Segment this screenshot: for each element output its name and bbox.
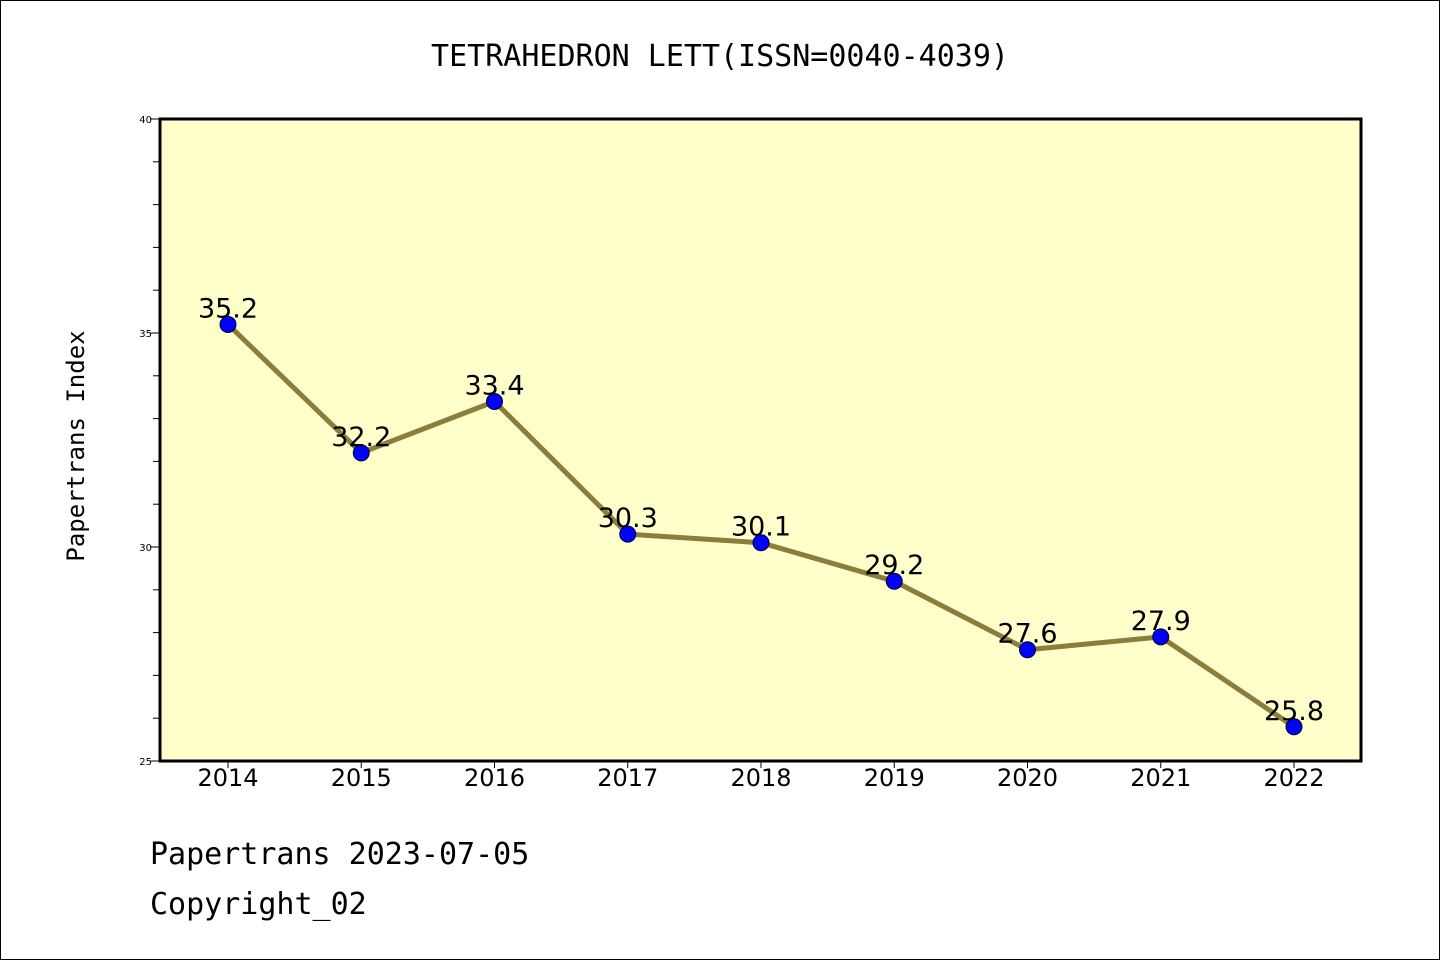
data-label-2020: 27.6: [997, 619, 1057, 650]
footer-copyright-line: Copyright_02: [150, 887, 367, 922]
y-tick-label: 25: [139, 757, 152, 768]
y-axis-ticks: 25 30 35 40: [139, 115, 160, 768]
y-axis-label: Papertrans Index: [62, 330, 90, 561]
x-tick-label: 2019: [864, 764, 925, 792]
data-point-2018: [752, 534, 770, 552]
data-point-2014: [219, 315, 237, 333]
data-point-2019: [885, 572, 903, 590]
x-tick-label: 2016: [464, 764, 525, 792]
data-label-2015: 32.2: [331, 422, 391, 453]
y-tick-label: 30: [139, 543, 152, 554]
data-point-2020: [1019, 641, 1036, 659]
data-point-2021: [1152, 628, 1170, 646]
x-tick-label: 2020: [997, 764, 1058, 792]
data-label-2019: 29.2: [864, 550, 924, 581]
x-tick-label: 2022: [1263, 764, 1324, 792]
data-label-2017: 30.3: [598, 503, 658, 534]
data-label-2016: 33.4: [464, 370, 524, 401]
footer-date-line: Papertrans 2023-07-05: [150, 837, 529, 872]
data-point-2017: [619, 525, 637, 543]
plot-area: [158, 117, 1363, 763]
data-point-2022: [1285, 718, 1303, 736]
y-tick-label: 40: [139, 115, 152, 126]
data-label-2018: 30.1: [731, 512, 791, 543]
chart-title: TETRAHEDRON LETT(ISSN=0040-4039): [431, 39, 1009, 74]
data-labels: 35.2 32.2 33.4 30.3 30.1 29.2 27.6 27.9 25.8: [198, 293, 1324, 726]
data-label-2014: 35.2: [198, 293, 258, 324]
data-label-2021: 27.9: [1131, 606, 1191, 637]
data-label-2022: 25.8: [1264, 696, 1324, 727]
data-point-2016: [486, 392, 503, 410]
x-tick-label: 2015: [331, 764, 392, 792]
x-tick-label: 2021: [1130, 764, 1191, 792]
x-axis-ticks: 2014 2015 2016 2017 2018 2019 2020 2021 2022: [197, 761, 1325, 792]
series-papertrans-index: [219, 315, 1303, 736]
data-point-2015: [352, 444, 370, 462]
x-tick-label: 2017: [597, 764, 658, 792]
x-tick-label: 2014: [197, 764, 258, 792]
y-tick-label: 35: [139, 329, 152, 340]
x-tick-label: 2018: [730, 764, 791, 792]
